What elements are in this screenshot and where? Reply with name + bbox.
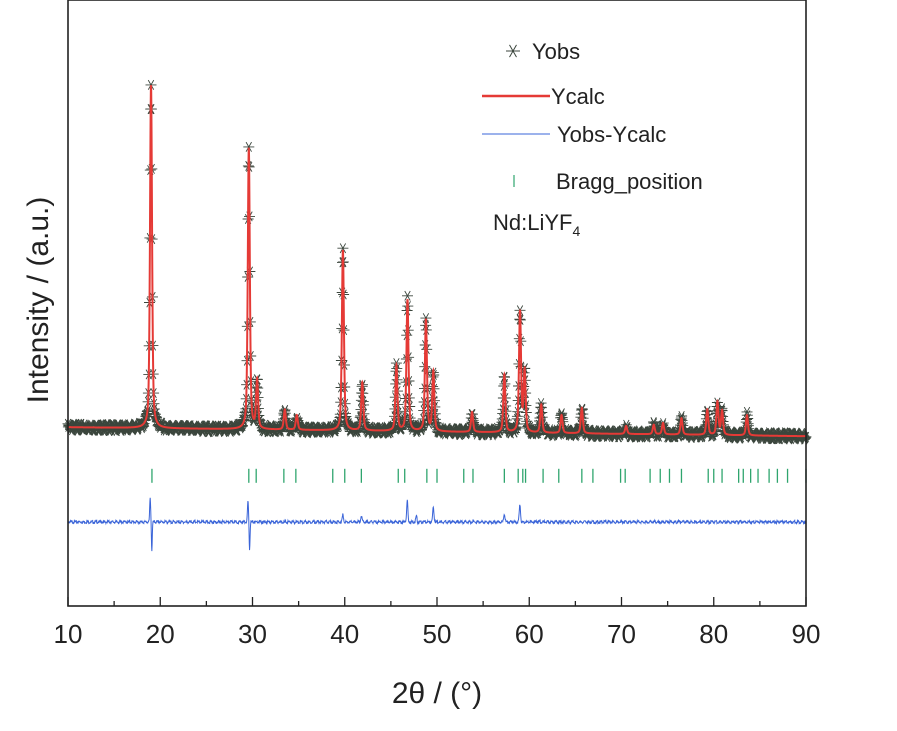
y-axis-label: Intensity / (a.u.)	[22, 197, 55, 404]
x-tick-label: 20	[146, 619, 175, 649]
legend-yobs-marker	[506, 44, 520, 58]
phase-annotation: Nd:LiYF4	[493, 210, 580, 239]
x-tick-label: 40	[330, 619, 359, 649]
plot-frame	[67, 0, 807, 607]
phase-subscript: 4	[572, 223, 580, 239]
legend-yobs-label: Yobs	[532, 39, 580, 64]
legend-ycalc-label: Ycalc	[551, 84, 605, 109]
yobs-point	[145, 79, 157, 90]
x-tick-label: 50	[423, 619, 452, 649]
legend: Yobs Ycalc Yobs-Ycalc Bragg_position Nd:…	[482, 39, 703, 239]
diff-line	[67, 497, 807, 552]
legend-yobs-asterisk	[506, 44, 520, 58]
bragg-positions	[151, 468, 807, 483]
x-tick-label: 10	[54, 619, 83, 649]
x-tick-label: 70	[607, 619, 636, 649]
x-tick-label: 60	[515, 619, 544, 649]
x-tick-label: 90	[792, 619, 821, 649]
ycalc-line	[68, 85, 806, 438]
x-axis-label: 2θ / (°)	[392, 677, 482, 710]
x-tick-label: 80	[699, 619, 728, 649]
x-tick-label: 30	[238, 619, 267, 649]
legend-diff-label: Yobs-Ycalc	[557, 122, 666, 147]
phase-name: Nd:LiYF	[493, 210, 572, 235]
x-axis: 10 20 30 40 50 60 70 80 90	[54, 597, 821, 649]
legend-bragg-label: Bragg_position	[556, 169, 703, 194]
yobs-series	[62, 79, 812, 445]
plot-area	[62, 79, 812, 552]
yobs-point	[243, 141, 255, 152]
